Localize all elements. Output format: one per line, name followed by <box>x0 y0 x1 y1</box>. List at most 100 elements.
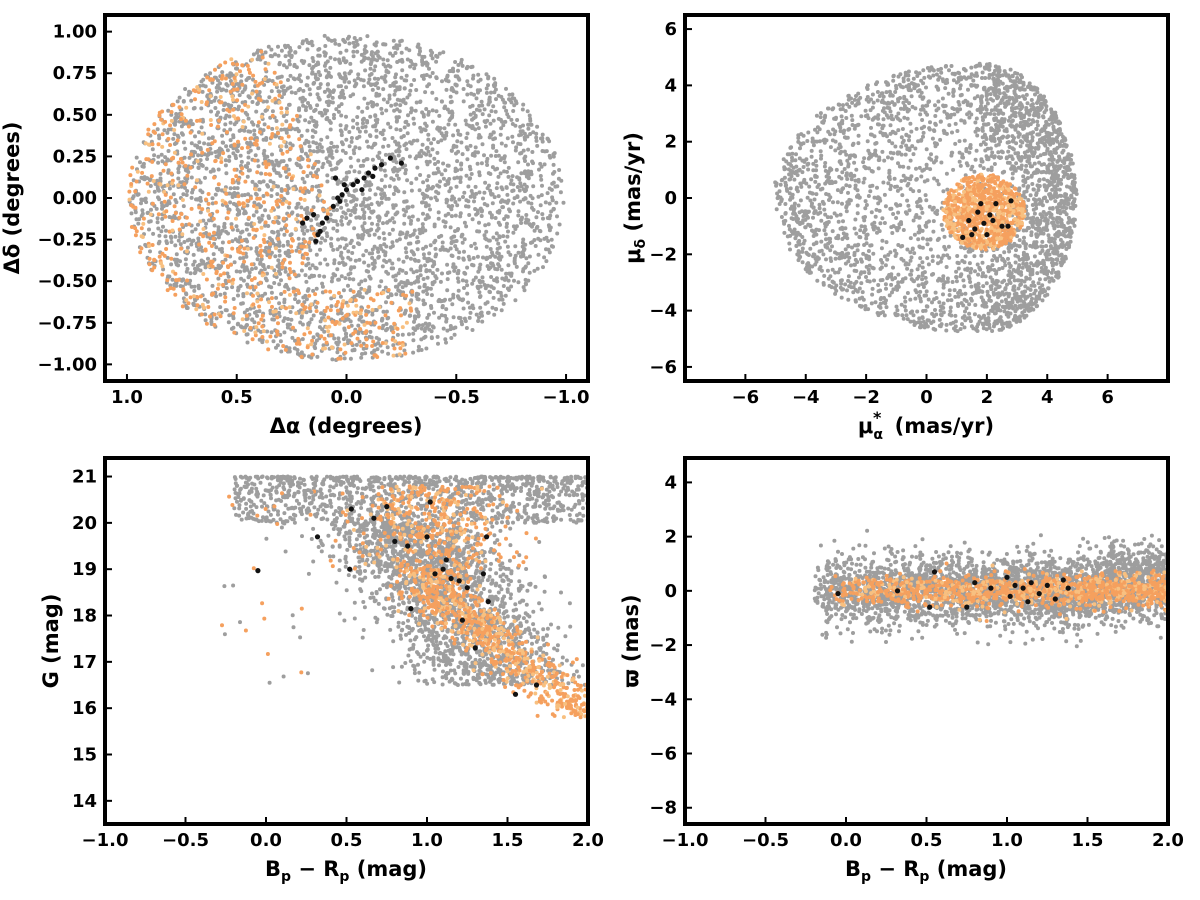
field-star-point <box>482 190 487 195</box>
field-star-point <box>169 240 174 244</box>
field-star-point <box>404 255 409 260</box>
field-star-point <box>866 249 871 253</box>
field-star-point <box>242 268 247 273</box>
field-star-point <box>778 182 783 187</box>
field-star-point <box>549 209 554 214</box>
field-star-point <box>266 265 271 269</box>
field-star-point <box>414 88 419 92</box>
field-star-point <box>484 244 489 249</box>
field-star-point <box>526 261 531 266</box>
field-star-point <box>190 122 195 127</box>
scatter-points <box>127 33 566 362</box>
field-star-point <box>473 275 478 280</box>
field-star-point <box>220 249 225 254</box>
field-star-point <box>261 194 266 198</box>
field-star-point <box>341 58 346 63</box>
field-star-point <box>203 318 208 323</box>
member-star-point <box>129 225 134 229</box>
field-star-point <box>271 162 276 167</box>
field-star-point <box>305 154 310 159</box>
field-star-point <box>989 108 994 113</box>
member-star-point <box>284 199 289 204</box>
field-star-point <box>462 286 466 290</box>
field-star-point <box>288 310 293 314</box>
member-star-point <box>180 232 185 237</box>
field-star-point <box>347 130 352 134</box>
field-star-point <box>379 75 384 80</box>
field-star-point <box>518 181 523 186</box>
member-star-point <box>308 152 313 157</box>
member-star-point <box>281 216 286 221</box>
field-star-point <box>817 206 822 211</box>
field-star-point <box>502 105 507 110</box>
field-star-point <box>445 179 450 184</box>
field-star-point <box>397 109 402 114</box>
field-star-point <box>840 170 845 175</box>
field-star-point <box>551 244 555 249</box>
member-star-point <box>219 76 224 81</box>
field-star-point <box>424 269 429 274</box>
field-star-point <box>984 281 989 286</box>
member-star-point <box>340 316 345 321</box>
field-star-point <box>297 77 301 82</box>
field-star-point <box>304 279 309 284</box>
member-star-point <box>386 288 391 292</box>
field-star-point <box>255 257 260 262</box>
field-star-point <box>858 228 863 233</box>
field-star-point <box>442 106 447 111</box>
member-star-point <box>276 131 280 136</box>
field-star-point <box>300 157 305 161</box>
field-star-point <box>362 221 367 226</box>
member-star-point <box>208 94 213 99</box>
field-star-point <box>235 228 240 233</box>
field-star-point <box>984 97 989 102</box>
member-star-point <box>362 322 367 327</box>
field-star-point <box>362 260 367 265</box>
field-star-point <box>158 176 163 181</box>
field-star-point <box>269 89 274 94</box>
member-star-point <box>271 309 276 314</box>
member-star-point <box>145 181 150 186</box>
field-star-point <box>157 133 161 138</box>
field-star-point <box>420 225 425 230</box>
field-star-point <box>388 245 393 250</box>
member-star-point <box>150 243 155 247</box>
field-star-point <box>196 286 201 291</box>
field-star-point <box>185 245 190 250</box>
field-star-point <box>420 230 425 235</box>
field-star-point <box>229 222 234 227</box>
field-star-point <box>549 237 554 242</box>
field-star-point <box>322 329 327 334</box>
member-star-point <box>225 216 230 221</box>
member-star-point <box>280 122 285 127</box>
member-star-point <box>294 311 299 316</box>
member-star-point <box>202 305 207 310</box>
field-star-point <box>305 288 310 293</box>
field-star-point <box>207 218 211 223</box>
field-star-point <box>375 215 380 219</box>
field-star-point <box>863 108 868 113</box>
field-star-point <box>416 259 421 263</box>
field-star-point <box>264 99 269 104</box>
member-star-point <box>326 329 331 334</box>
core-member-point <box>300 220 306 226</box>
field-star-point <box>246 275 251 280</box>
field-star-point <box>201 77 206 82</box>
field-star-point <box>551 180 556 185</box>
field-star-point <box>401 156 405 161</box>
field-star-point <box>435 166 440 171</box>
field-star-point <box>309 115 314 120</box>
field-star-point <box>525 134 530 139</box>
field-star-point <box>333 41 338 46</box>
field-star-point <box>344 300 349 305</box>
member-star-point <box>249 136 254 141</box>
field-star-point <box>522 189 527 194</box>
member-star-point <box>262 233 267 238</box>
member-star-point <box>230 246 235 251</box>
field-star-point <box>491 145 496 150</box>
field-star-point <box>157 239 162 244</box>
field-star-point <box>438 279 443 284</box>
member-star-point <box>248 285 253 290</box>
field-star-point <box>363 56 368 61</box>
member-star-point <box>232 330 237 335</box>
